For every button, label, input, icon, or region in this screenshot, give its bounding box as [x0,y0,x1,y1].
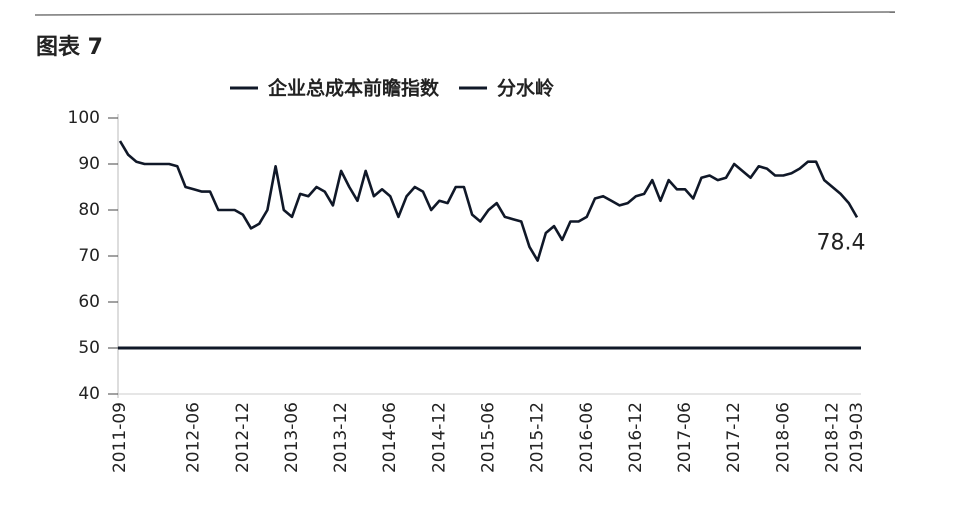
legend-label: 企业总成本前瞻指数 [267,77,440,100]
legend-label: 分水岭 [497,77,554,100]
y-tick-label: 100 [68,108,100,128]
x-tick-label: 2017-12 [724,402,744,473]
plot-area: 40 50 60 70 80 90 100 2011-09 2012-06 2012-12 2013… [68,108,867,473]
x-tick-label: 2012-12 [233,402,253,473]
y-tick-label: 80 [78,200,100,220]
x-tick-label: 2017-06 [675,402,695,473]
x-tick-label: 2018-12 [822,402,842,473]
y-tick-label: 90 [78,154,100,174]
x-tick-label: 2016-06 [577,402,597,473]
x-tick-label: 2016-12 [626,402,646,473]
y-tick-label: 70 [78,246,100,266]
x-tick-label: 2015-12 [528,402,548,473]
chart-title: 图表 7 [36,35,103,60]
x-tick-label: 2014-12 [429,402,449,473]
y-tick-label: 60 [78,292,100,312]
x-tick-label: 2015-06 [479,402,499,473]
x-tick-label: 2018-06 [773,402,793,473]
legend: 企业总成本前瞻指数 分水岭 [230,77,554,100]
x-tick-label: 2011-09 [110,402,130,473]
top-rule [34,11,896,16]
x-tick-label: 2012-06 [184,402,204,473]
x-tick-label: 2013-06 [282,402,302,473]
x-tick-label: 2019-03 [847,402,867,473]
x-tick-label: 2013-12 [331,402,351,473]
y-tick-label: 50 [78,338,100,358]
series-line [118,140,859,262]
y-tick-label: 40 [78,384,100,404]
end-value-label: 78.4 [817,230,866,255]
x-tick-label: 2014-06 [380,402,400,473]
